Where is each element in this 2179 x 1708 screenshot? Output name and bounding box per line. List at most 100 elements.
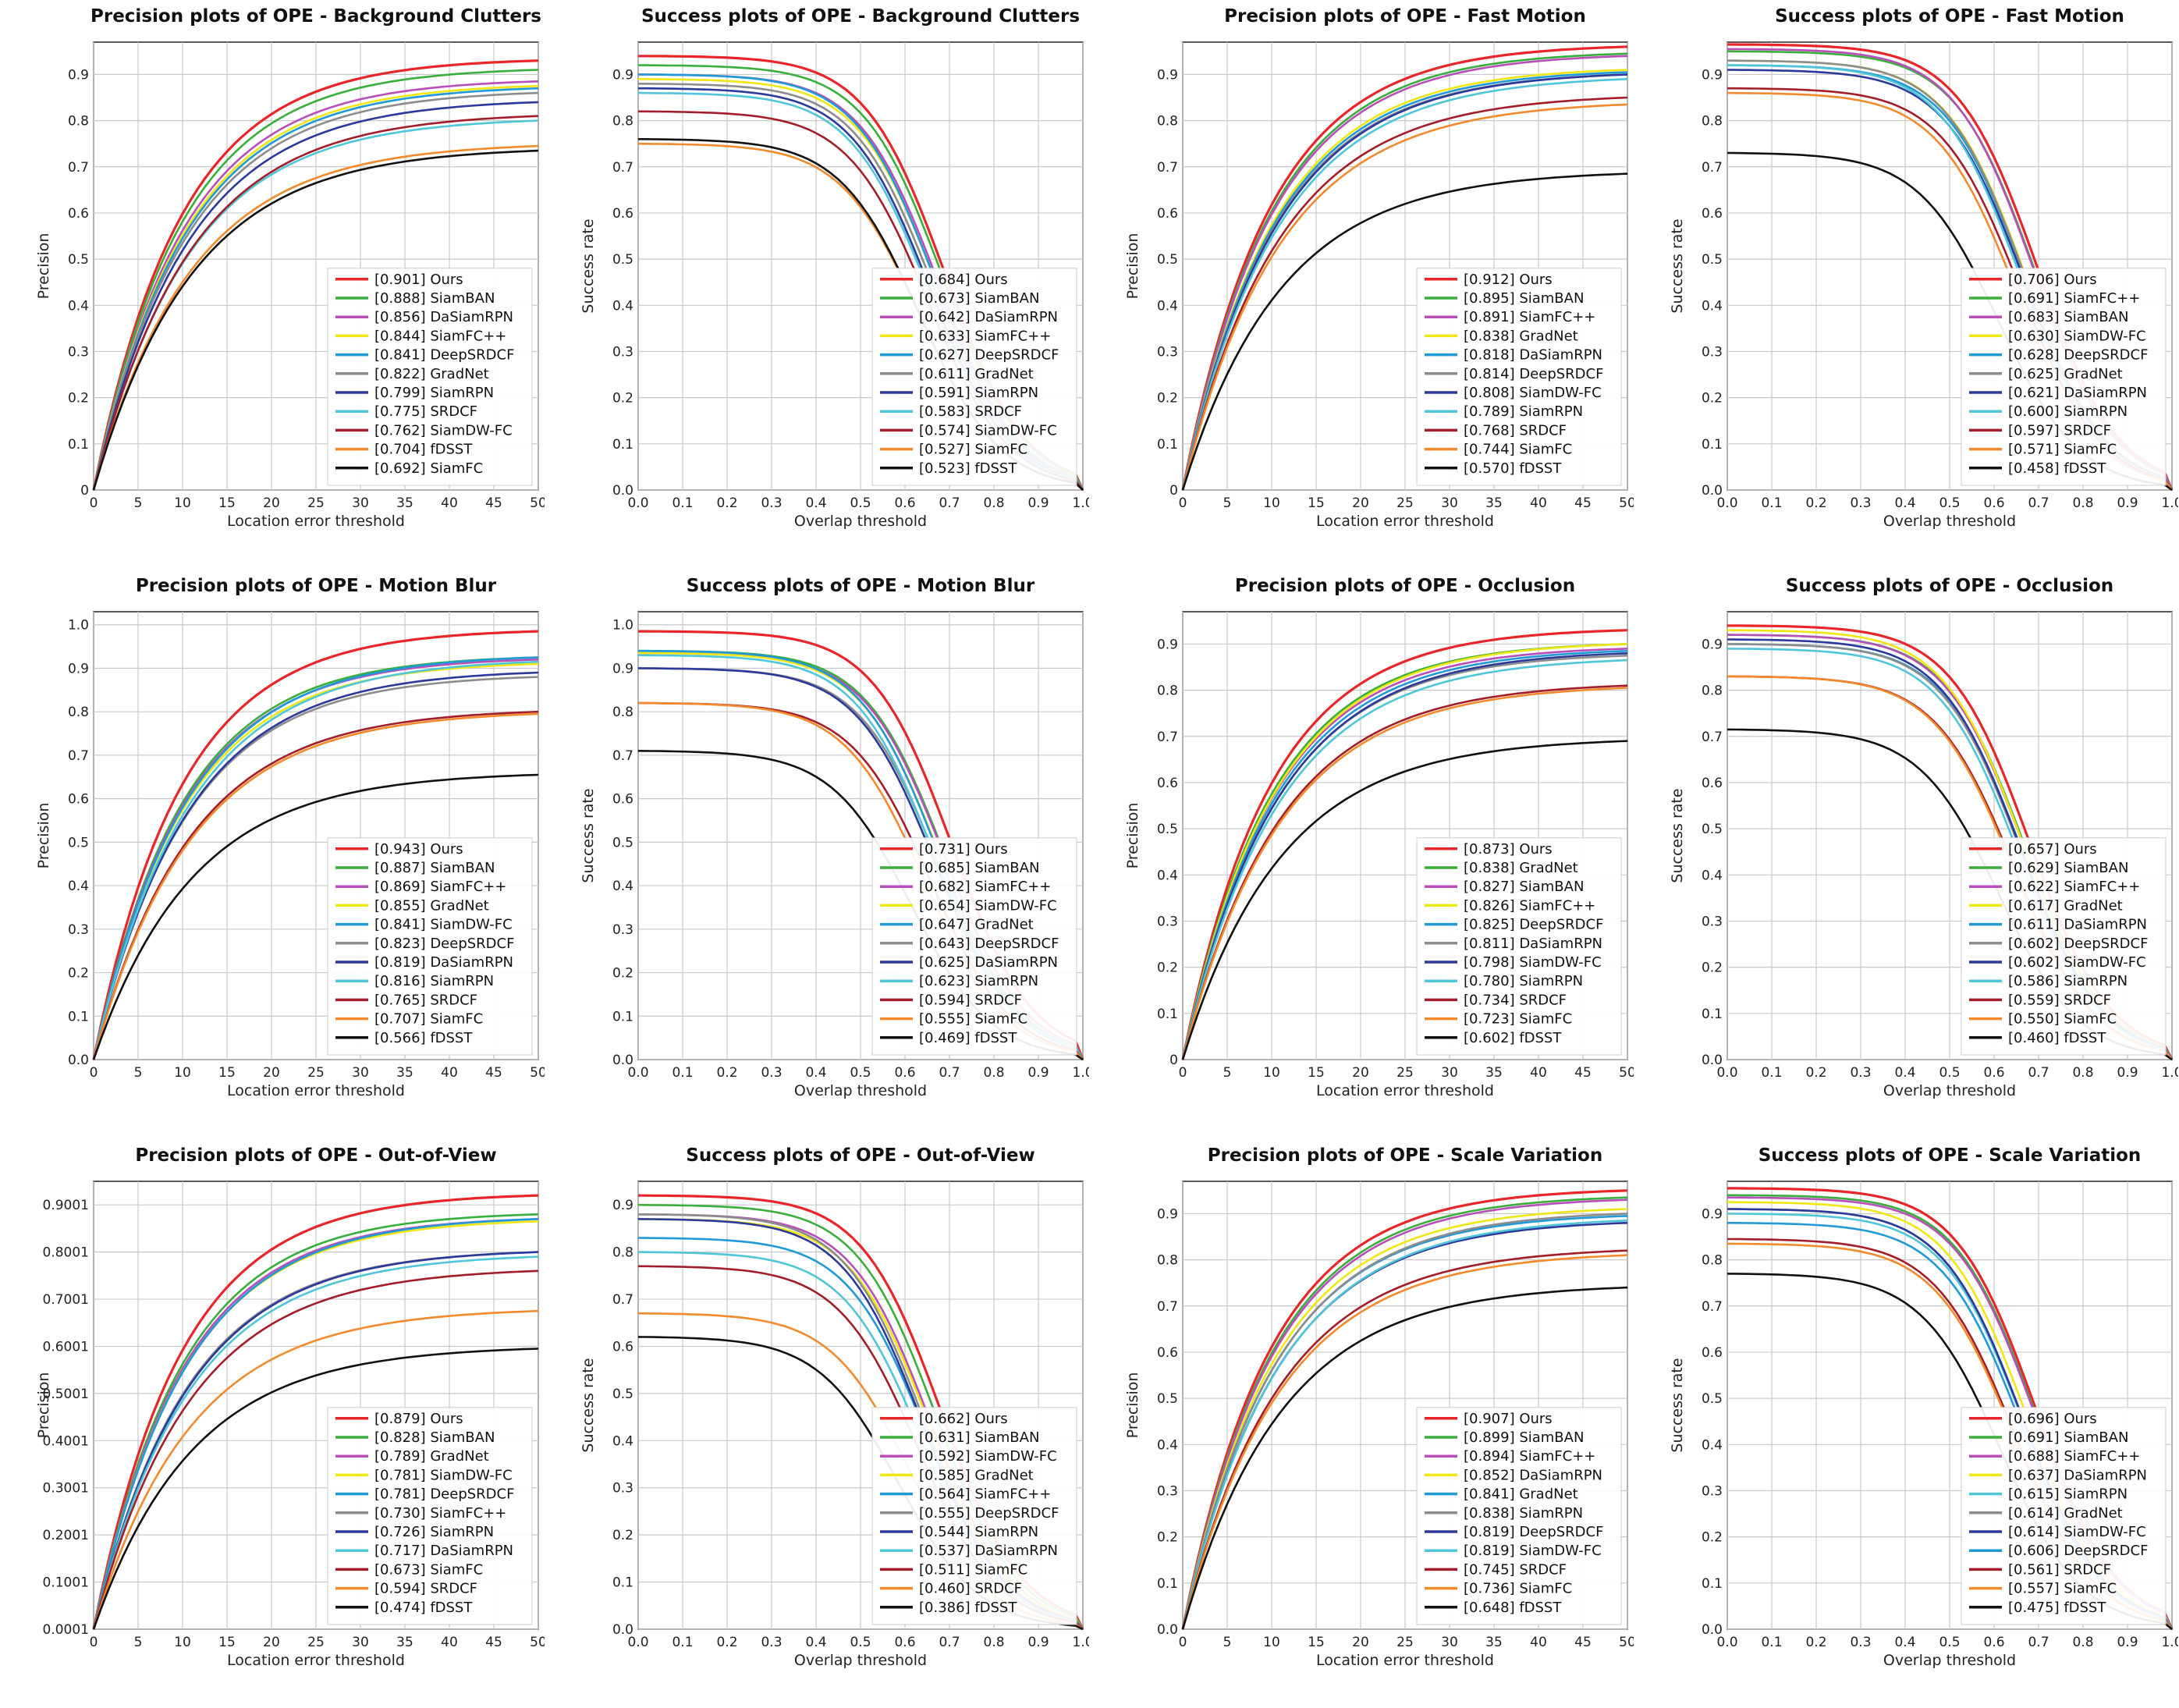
y-tick-label: 0.1	[1157, 1007, 1178, 1022]
legend-score: 0.566	[380, 1030, 421, 1046]
x-tick-label: 0.5	[850, 1635, 871, 1650]
legend-bracket-close: ]	[421, 1561, 431, 1578]
legend-score: 0.899	[1469, 1429, 1510, 1446]
x-tick-label: 0.7	[939, 1635, 960, 1650]
legend-bracket-open: [	[2008, 422, 2014, 439]
legend-score: 0.630	[2014, 328, 2054, 344]
legend-name: SiamDW-FC	[974, 1448, 1056, 1465]
y-tick-label: 0.7	[1702, 1299, 1723, 1315]
legend-name: DeepSRDCF	[1519, 917, 1603, 933]
x-tick-label: 35	[1485, 1065, 1503, 1081]
legend-name: SiamFC++	[1519, 897, 1595, 914]
legend-bracket-close: ]	[965, 1448, 975, 1465]
chart-svg: Success plots of OPE - Scale Variation 0.…	[1669, 1145, 2178, 1669]
legend-entry: [0.818] DaSiamRPN	[1464, 347, 1602, 364]
legend-bracket-close: ]	[421, 442, 431, 458]
legend-bracket-open: [	[1464, 328, 1469, 344]
legend-name: SiamDW-FC	[1519, 954, 1601, 971]
legend-bracket-open: [	[1464, 422, 1469, 439]
y-tick-label: 0.5	[1157, 1391, 1178, 1407]
legend-name: DaSiamRPN	[2064, 385, 2147, 401]
y-tick-label: 0.3	[1157, 344, 1178, 360]
series-line	[92, 630, 539, 1060]
legend-bracket-close: ]	[1510, 1600, 1520, 1616]
legend-bracket-close: ]	[2054, 385, 2064, 401]
legend-score: 0.734	[1469, 992, 1510, 1008]
legend-score: 0.570	[1469, 460, 1510, 477]
legend-entry: [0.527] SiamFC	[919, 442, 1027, 458]
legend-score: 0.592	[924, 1448, 965, 1465]
legend-bracket-close: ]	[965, 1581, 975, 1597]
legend-entry: [0.873] Ours	[1464, 841, 1553, 858]
legend-bracket-open: [	[374, 973, 380, 989]
legend-entry: [0.841] DeepSRDCF	[374, 347, 514, 364]
legend-bracket-close: ]	[2054, 1561, 2064, 1578]
x-tick-label: 0.9	[1027, 1065, 1049, 1081]
legend-score: 0.688	[2014, 1448, 2054, 1465]
legend-bracket-open: [	[374, 954, 380, 971]
legend-bracket-open: [	[1464, 347, 1469, 364]
x-tick-label: 15	[1308, 1065, 1325, 1081]
x-axis-label: Overlap threshold	[1883, 513, 2016, 530]
y-tick-label: 0.3001	[43, 1481, 89, 1497]
series-line	[92, 101, 539, 491]
x-tick-label: 0.5	[1939, 1065, 1960, 1081]
y-tick-label: 0.4	[68, 879, 89, 894]
legend-bracket-open: [	[374, 385, 380, 401]
legend-score: 0.841	[380, 347, 421, 364]
y-tick-label: 0.2	[1702, 391, 1723, 407]
legend-bracket-open: [	[2008, 442, 2014, 458]
y-tick-label: 0.9	[612, 1198, 633, 1213]
x-tick-label: 45	[485, 1635, 502, 1650]
legend-bracket-open: [	[374, 1600, 380, 1616]
series-line	[1181, 684, 1628, 1060]
legend-bracket-close: ]	[1510, 936, 1520, 952]
legend-bracket-open: [	[1464, 1467, 1469, 1483]
series-line	[1181, 1196, 1628, 1630]
legend-bracket-close: ]	[965, 272, 975, 288]
legend-entry: [0.768] SRDCF	[1464, 422, 1567, 439]
legend-score: 0.629	[2014, 860, 2054, 876]
series-line	[1181, 650, 1628, 1060]
legend-bracket-open: [	[919, 992, 924, 1008]
legend-bracket-close: ]	[965, 385, 975, 401]
legend-bracket-open: [	[1464, 309, 1469, 325]
x-tick-label: 25	[1396, 1635, 1414, 1650]
legend-bracket-open: [	[374, 1429, 380, 1446]
legend-score: 0.819	[1469, 1543, 1510, 1559]
x-tick-label: 25	[307, 1635, 325, 1650]
legend-name: fDSST	[1519, 460, 1562, 477]
y-tick-label: 0.3	[68, 344, 89, 360]
legend-bracket-open: [	[919, 403, 924, 420]
x-tick-label: 0.4	[1894, 495, 1915, 511]
series-line	[92, 1213, 539, 1630]
legend-name: SiamFC++	[2064, 1448, 2140, 1465]
series-line	[1181, 103, 1628, 491]
legend-entry: [0.555] DeepSRDCF	[919, 1505, 1059, 1522]
x-axis-label: Location error threshold	[1316, 513, 1494, 530]
legend-entry: [0.808] SiamDW-FC	[1464, 385, 1602, 401]
y-tick-label: 0.3	[1702, 344, 1723, 360]
x-tick-label: 1.0	[2161, 1635, 2178, 1650]
x-tick-label: 1.0	[1072, 1635, 1089, 1650]
legend-entry: [0.894] SiamFC++	[1464, 1448, 1595, 1465]
legend-name: SiamFC	[1519, 442, 1572, 458]
y-tick-label: 0.6	[612, 1339, 633, 1355]
legend-bracket-open: [	[374, 1411, 380, 1427]
series-line	[1181, 643, 1628, 1060]
x-tick-label: 0.8	[983, 1065, 1004, 1081]
x-tick-label: 30	[1441, 1635, 1458, 1650]
x-tick-label: 0.6	[1983, 1065, 2004, 1081]
legend-bracket-open: [	[1464, 860, 1469, 876]
legend-score: 0.912	[1469, 272, 1510, 288]
x-tick-label: 45	[1574, 1065, 1592, 1081]
legend-entry: [0.594] SRDCF	[919, 992, 1022, 1008]
legend-bracket-open: [	[1464, 460, 1469, 477]
legend-entry: [0.734] SRDCF	[1464, 992, 1567, 1008]
y-tick-label: 0.2	[612, 966, 633, 982]
legend-score: 0.765	[380, 992, 421, 1008]
chart-panel: Precision plots of OPE - Fast Motion 0 5 10…	[1089, 0, 1634, 569]
legend-bracket-close: ]	[965, 1467, 975, 1483]
legend-bracket-open: [	[1464, 272, 1469, 288]
legend-bracket-open: [	[2008, 954, 2014, 971]
